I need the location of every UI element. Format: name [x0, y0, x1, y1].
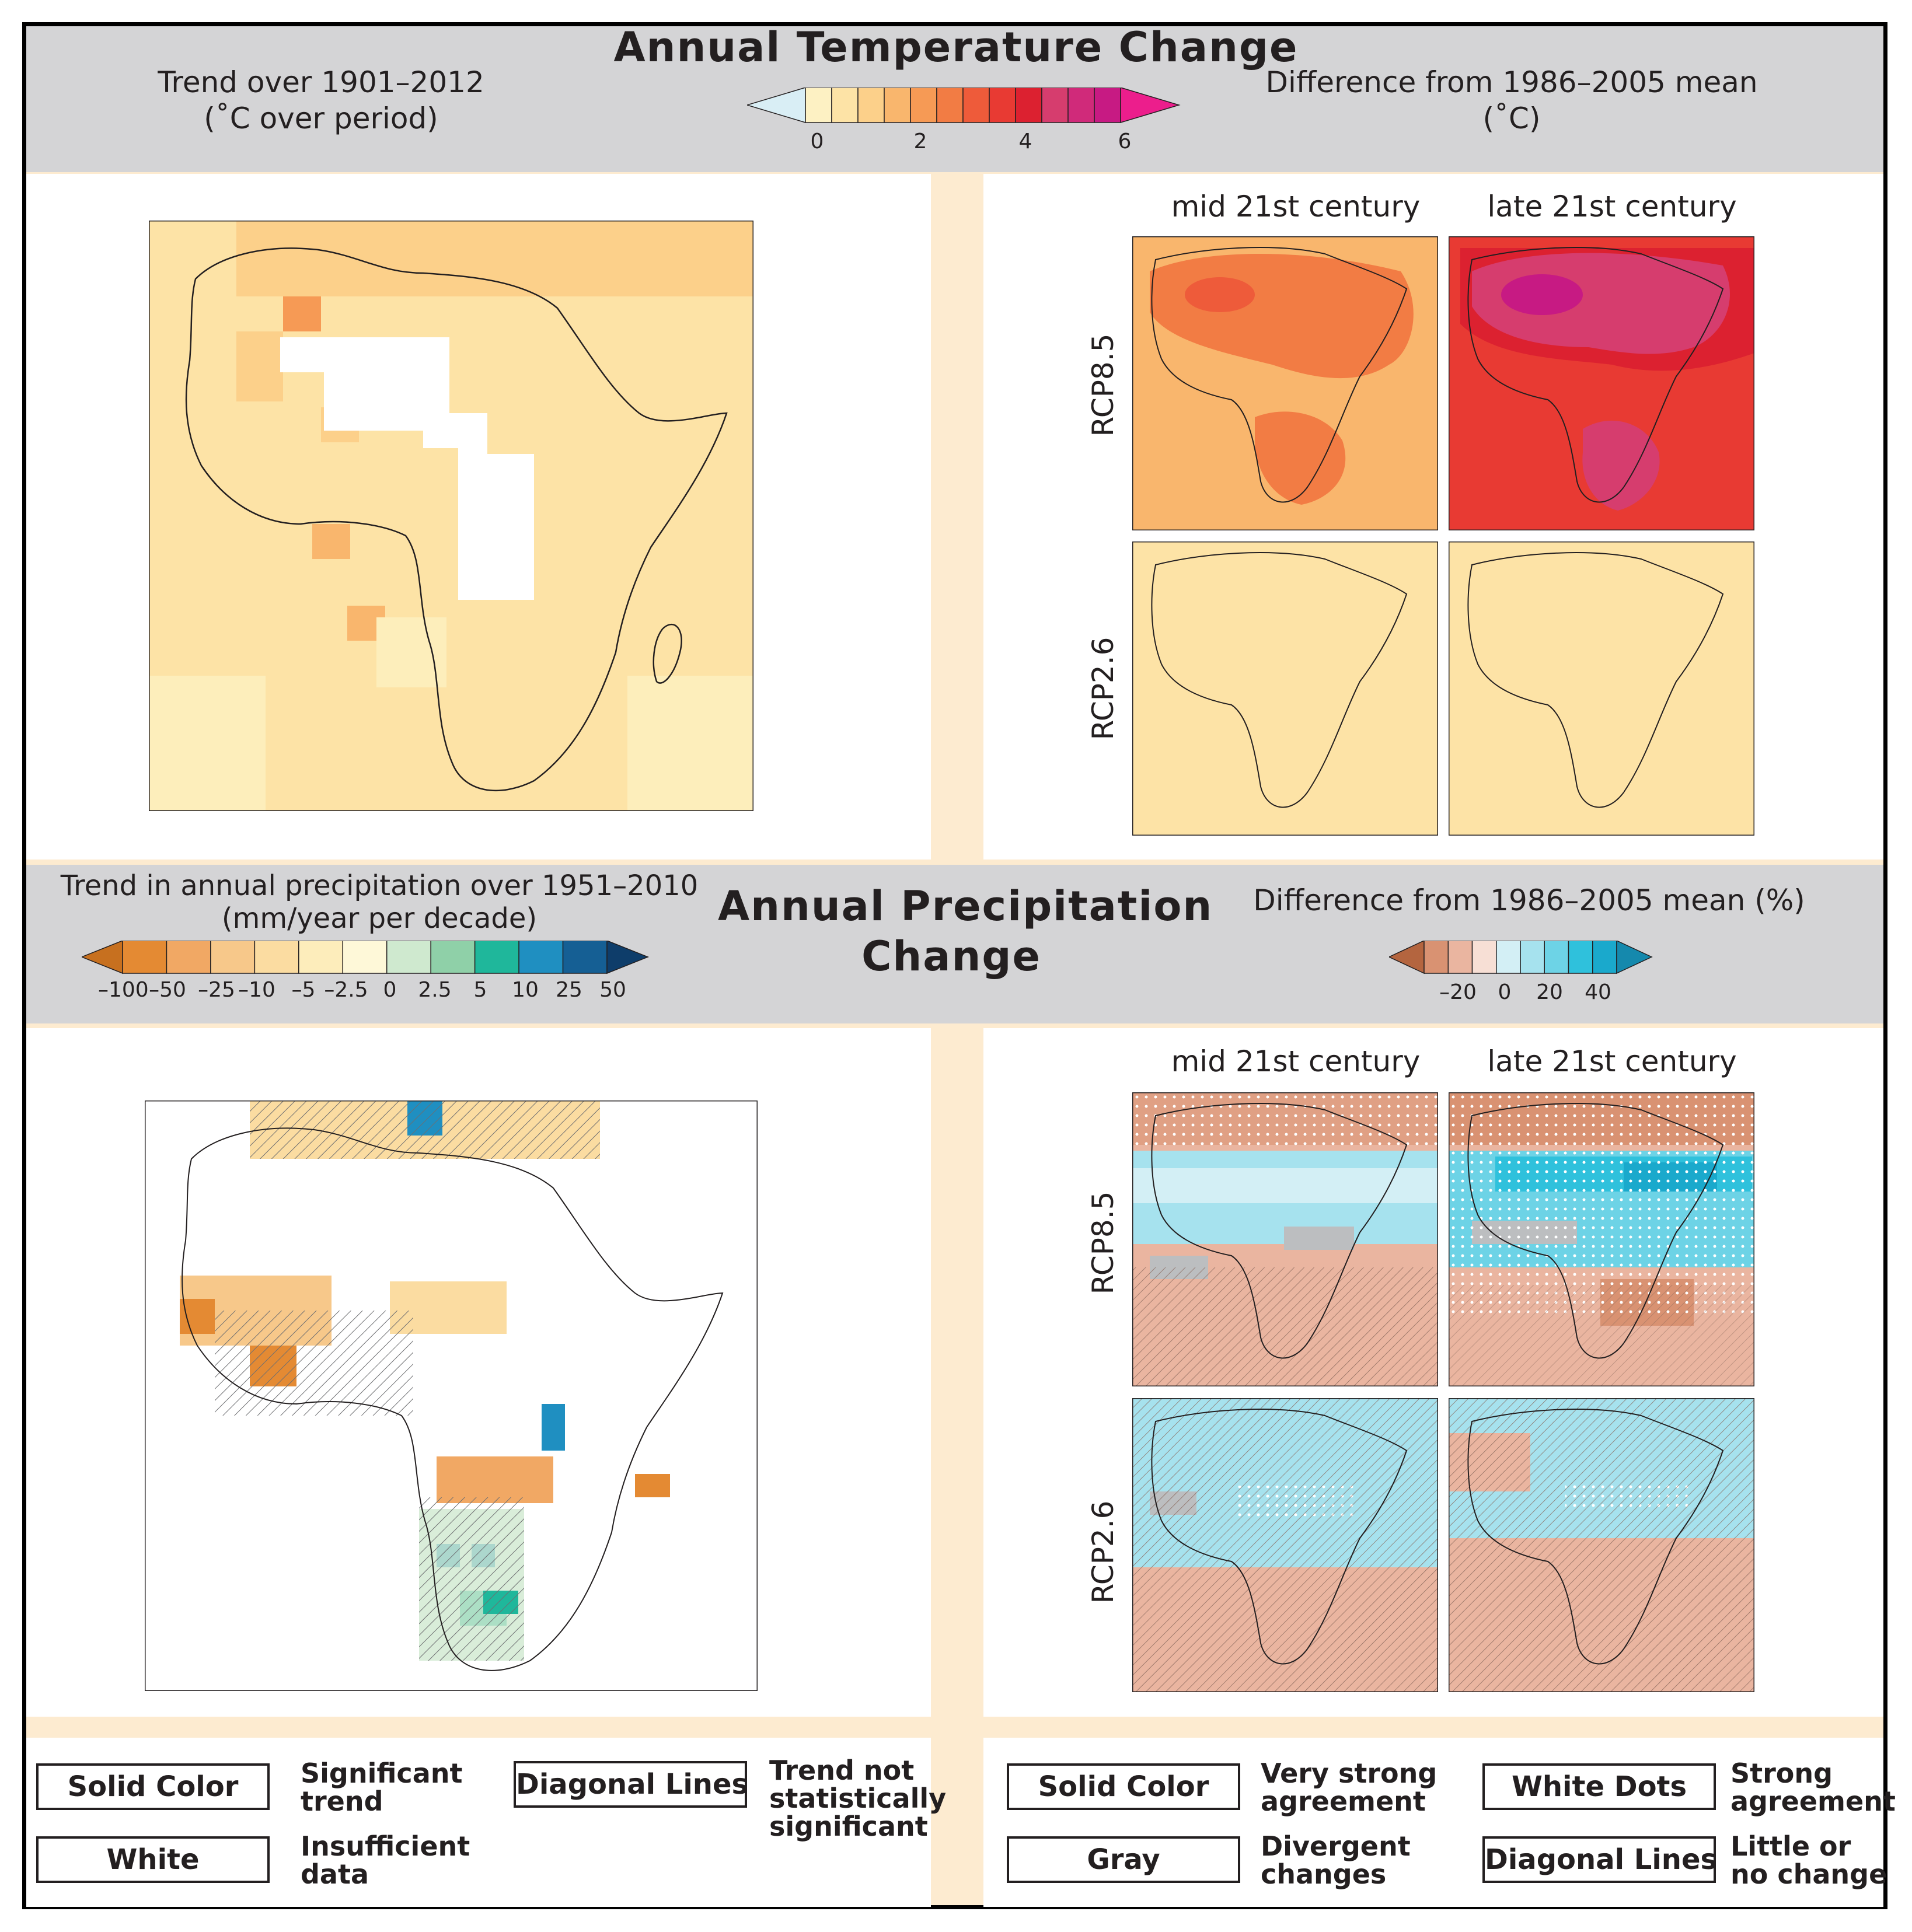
colorbar-swatch — [805, 88, 832, 123]
legend-right-diagonal-lines-desc: Little or no change — [1730, 1830, 1887, 1890]
precip-trend-map — [145, 1100, 758, 1691]
precip-map-rcp26-mid — [1132, 1398, 1438, 1692]
colorbar-swatch — [386, 941, 431, 974]
temperature-left-subtitle: Trend over 1901–2012 (˚C over period) — [158, 65, 484, 135]
colorbar-swatch — [1544, 941, 1569, 974]
temp-map-rcp26-mid — [1132, 541, 1438, 836]
temperature-tick-0: 0 — [810, 130, 824, 153]
precip-row-label-rcp26: RCP2.6 — [1086, 1500, 1120, 1604]
temperature-tick-2: 2 — [913, 130, 927, 153]
precip-row-label-rcp85: RCP8.5 — [1086, 1191, 1120, 1295]
temperature-title: Annual Temperature Change — [613, 23, 1299, 71]
africa-coastline — [185, 247, 728, 792]
legend-diagonal-lines-box: Diagonal Lines — [514, 1761, 748, 1808]
colorbar-swatch — [518, 941, 564, 974]
temperature-colorbar — [747, 88, 1181, 124]
precip-map-rcp85-mid — [1132, 1092, 1438, 1386]
precip-right-colorbar — [1389, 941, 1653, 974]
temp-row-label-rcp85: RCP8.5 — [1086, 333, 1120, 437]
colorbar-arrow-right — [606, 941, 650, 974]
colorbar-swatch — [989, 88, 1016, 123]
colorbar-swatch — [1568, 941, 1593, 974]
legend-right-solid-color-box: Solid Color — [1007, 1763, 1240, 1810]
legend-right-diagonal-lines-box: Diagonal Lines — [1482, 1836, 1717, 1883]
colorbar-swatch — [831, 88, 859, 123]
colorbar-swatch — [1447, 941, 1473, 974]
colorbar-swatch — [1041, 88, 1069, 123]
colorbar-arrow-right — [1616, 941, 1653, 974]
precip-col-label-late: late 21st century — [1487, 1044, 1737, 1078]
colorbar-swatch — [210, 941, 256, 974]
legend-white-desc: Insufficient data — [301, 1830, 470, 1890]
temp-row-label-rcp26: RCP2.6 — [1086, 637, 1120, 740]
colorbar-swatch — [298, 941, 344, 974]
colorbar-swatch — [1520, 941, 1545, 974]
temp-map-rcp85-late — [1449, 236, 1754, 530]
legend-gray-desc: Divergent changes — [1261, 1830, 1411, 1890]
colorbar-swatch — [1094, 88, 1121, 123]
precipitation-title: Annual Precipitation Change — [718, 882, 1213, 980]
colorbar-swatch — [1592, 941, 1617, 974]
precip-left-colorbar — [82, 941, 650, 974]
temp-col-label-late: late 21st century — [1487, 190, 1737, 223]
legend-white-dots-desc: Strong agreement — [1730, 1758, 1896, 1817]
colorbar-arrow-left — [82, 941, 123, 974]
temp-map-rcp85-mid — [1132, 236, 1438, 530]
legend-diagonal-lines-desc: Trend not statistically significant — [769, 1755, 947, 1842]
colorbar-swatch — [1423, 941, 1449, 974]
legend-solid-color-box: Solid Color — [36, 1763, 270, 1810]
temperature-trend-map — [149, 221, 753, 811]
precip-left-ticks: –100 –50 –25 –10 –5 –2.5 0 2.5 5 10 25 5… — [98, 978, 626, 1002]
colorbar-arrow-left — [747, 88, 806, 124]
temp-col-label-mid: mid 21st century — [1171, 190, 1421, 223]
colorbar-swatch — [474, 941, 519, 974]
colorbar-swatch — [342, 941, 388, 974]
temperature-tick-4: 4 — [1018, 130, 1032, 153]
colorbar-swatch — [962, 88, 990, 123]
colorbar-swatch — [122, 941, 168, 974]
precip-left-subtitle: Trend in annual precipitation over 1951–… — [60, 869, 699, 935]
precip-right-ticks: –20 0 20 40 — [1439, 980, 1611, 1004]
colorbar-arrow-right — [1120, 88, 1181, 124]
colorbar-swatch — [1015, 88, 1042, 123]
colorbar-swatch — [1067, 88, 1095, 123]
temperature-tick-6: 6 — [1118, 130, 1132, 153]
temp-map-rcp26-late — [1449, 541, 1754, 836]
colorbar-swatch — [857, 88, 885, 123]
colorbar-swatch — [166, 941, 211, 974]
precip-map-rcp26-late — [1449, 1398, 1754, 1692]
colorbar-swatch — [254, 941, 299, 974]
legend-right-solid-color-desc: Very strong agreement — [1261, 1758, 1438, 1817]
legend-gray-box: Gray — [1007, 1836, 1240, 1883]
colorbar-swatch — [936, 88, 964, 123]
legend-white-box: White — [36, 1836, 270, 1883]
temperature-right-subtitle: Difference from 1986–2005 mean (˚C) — [1265, 65, 1758, 135]
colorbar-swatch — [884, 88, 911, 123]
colorbar-swatch — [430, 941, 476, 974]
colorbar-swatch — [1471, 941, 1497, 974]
colorbar-swatch — [562, 941, 608, 974]
legend-solid-color-desc: Significant trend — [301, 1758, 463, 1817]
precip-right-subtitle: Difference from 1986–2005 mean (%) — [1253, 883, 1805, 917]
precip-col-label-mid: mid 21st century — [1171, 1044, 1421, 1078]
colorbar-arrow-left — [1389, 941, 1425, 974]
colorbar-swatch — [910, 88, 937, 123]
colorbar-swatch — [1496, 941, 1521, 974]
precip-map-rcp85-late — [1449, 1092, 1754, 1386]
legend-white-dots-box: White Dots — [1482, 1763, 1716, 1810]
